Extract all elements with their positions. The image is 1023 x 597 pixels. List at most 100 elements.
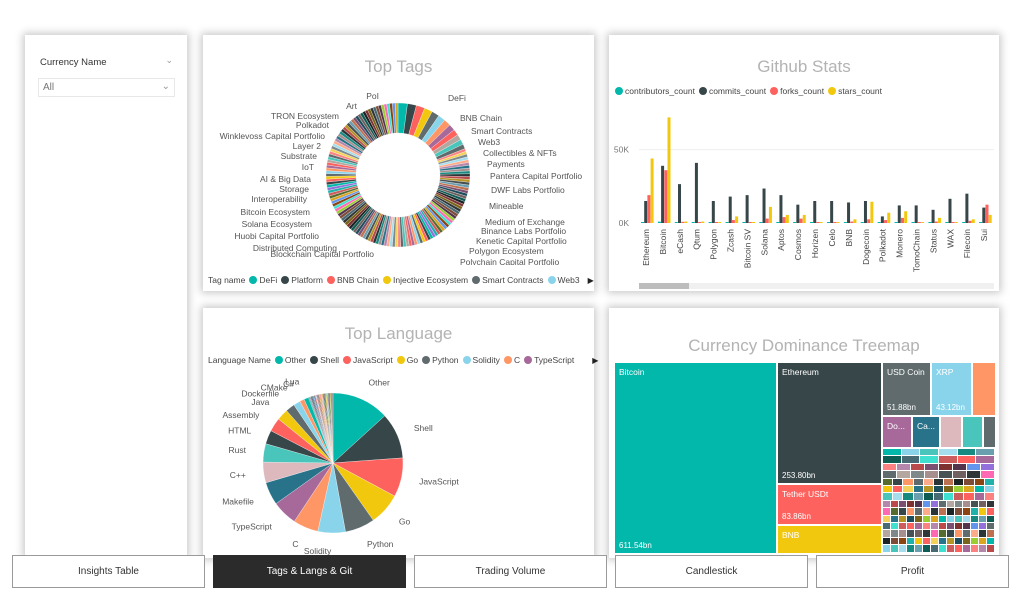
treemap-tile[interactable] bbox=[933, 493, 944, 500]
treemap-tile[interactable] bbox=[931, 515, 938, 522]
treemap-tile[interactable] bbox=[944, 493, 954, 500]
tab-trading-volume[interactable]: Trading Volume bbox=[414, 555, 607, 588]
treemap-tile[interactable] bbox=[899, 515, 906, 522]
tab-insights-table[interactable]: Insights Table bbox=[12, 555, 205, 588]
treemap-tile[interactable] bbox=[883, 478, 893, 485]
treemap-tile[interactable] bbox=[883, 508, 890, 515]
treemap-tile[interactable] bbox=[954, 486, 964, 493]
treemap-tile[interactable]: XRP 43.12bn bbox=[932, 363, 971, 415]
treemap-tile[interactable] bbox=[933, 486, 944, 493]
treemap-tile[interactable] bbox=[939, 515, 946, 522]
treemap-tile[interactable] bbox=[955, 537, 962, 545]
treemap-tile[interactable] bbox=[979, 515, 986, 522]
treemap-tile[interactable] bbox=[883, 545, 890, 552]
currency-dropdown[interactable]: All ⌄ bbox=[38, 78, 175, 97]
treemap-tile[interactable] bbox=[883, 523, 890, 530]
treemap-tile[interactable] bbox=[907, 545, 914, 552]
treemap-tile[interactable] bbox=[971, 515, 978, 522]
legend-item[interactable]: contributors_count bbox=[615, 86, 695, 96]
treemap-tile[interactable] bbox=[907, 530, 914, 537]
treemap-tile[interactable] bbox=[939, 545, 946, 552]
treemap-tile[interactable] bbox=[933, 478, 944, 485]
donut-chart[interactable]: DeFi BNB Chain Smart ContractsWeb3Collecti… bbox=[203, 35, 594, 265]
treemap-tile[interactable] bbox=[955, 530, 962, 537]
treemap-tile[interactable] bbox=[964, 478, 974, 485]
treemap-tile[interactable] bbox=[899, 508, 906, 515]
treemap-tile[interactable]: Bitcoin 611.54bn bbox=[615, 363, 776, 553]
treemap-tile[interactable] bbox=[911, 463, 924, 471]
treemap-tile[interactable] bbox=[947, 545, 954, 552]
tab-tags-langs-git[interactable]: Tags & Langs & Git bbox=[213, 555, 406, 588]
treemap-tile[interactable] bbox=[883, 471, 896, 478]
treemap-tile[interactable] bbox=[923, 515, 930, 522]
treemap-tile[interactable] bbox=[899, 530, 906, 537]
treemap-tile[interactable] bbox=[897, 463, 910, 471]
treemap-tile[interactable] bbox=[987, 537, 994, 545]
treemap-tile[interactable] bbox=[974, 478, 984, 485]
tab-profit[interactable]: Profit bbox=[816, 555, 1009, 588]
treemap-tile[interactable] bbox=[883, 515, 890, 522]
treemap-tile[interactable] bbox=[931, 523, 938, 530]
treemap-tile[interactable]: BNB bbox=[778, 526, 881, 553]
treemap-tile[interactable] bbox=[883, 500, 890, 508]
treemap-tile[interactable] bbox=[947, 500, 954, 508]
treemap-tile[interactable] bbox=[891, 530, 898, 537]
treemap-tile[interactable] bbox=[920, 449, 938, 456]
treemap-tile[interactable] bbox=[907, 515, 914, 522]
treemap-tile[interactable] bbox=[931, 545, 938, 552]
treemap-tile[interactable] bbox=[925, 471, 938, 478]
treemap-tile[interactable] bbox=[947, 508, 954, 515]
treemap-tile[interactable] bbox=[967, 463, 980, 471]
treemap-tile[interactable] bbox=[953, 471, 966, 478]
pie-chart[interactable]: Other Shell JavaScript Go Python Solidity C Typ… bbox=[203, 308, 594, 558]
legend-item[interactable]: Smart Contracts bbox=[472, 275, 544, 285]
treemap-tile[interactable] bbox=[939, 463, 952, 471]
legend-item[interactable]: TypeScript bbox=[524, 355, 574, 365]
legend-item[interactable]: Solidity bbox=[462, 355, 500, 365]
treemap-tile[interactable] bbox=[939, 530, 946, 537]
treemap-tile[interactable] bbox=[971, 523, 978, 530]
treemap-tile[interactable]: USD Coin 51.88bn bbox=[883, 363, 930, 415]
treemap-tile[interactable] bbox=[955, 515, 962, 522]
treemap-tile[interactable] bbox=[925, 463, 938, 471]
legend-next-arrow-icon[interactable]: ▶ bbox=[592, 355, 599, 365]
treemap-tile[interactable] bbox=[907, 500, 914, 508]
treemap-tile[interactable] bbox=[979, 537, 986, 545]
treemap-tile[interactable] bbox=[971, 537, 978, 545]
treemap-tile[interactable] bbox=[891, 500, 898, 508]
treemap-tile[interactable] bbox=[984, 486, 994, 493]
treemap-tile[interactable] bbox=[964, 493, 974, 500]
treemap-tile[interactable]: Ethereum 253.80bn bbox=[778, 363, 881, 483]
treemap-tile[interactable] bbox=[971, 508, 978, 515]
treemap-tile[interactable] bbox=[981, 471, 994, 478]
legend-item[interactable]: Web3 bbox=[547, 275, 580, 285]
treemap-tile[interactable] bbox=[939, 537, 946, 545]
treemap-tile[interactable] bbox=[963, 545, 970, 552]
treemap-tile[interactable] bbox=[947, 537, 954, 545]
treemap-tile[interactable] bbox=[923, 478, 933, 485]
treemap-tile[interactable] bbox=[923, 486, 933, 493]
treemap-tile[interactable] bbox=[915, 530, 922, 537]
treemap-tile[interactable] bbox=[903, 478, 913, 485]
treemap-tile[interactable] bbox=[963, 500, 970, 508]
legend-item[interactable]: C bbox=[503, 355, 520, 365]
treemap-tile[interactable] bbox=[931, 530, 938, 537]
treemap-tile[interactable] bbox=[913, 493, 923, 500]
treemap-tile[interactable] bbox=[903, 493, 913, 500]
treemap-tile[interactable] bbox=[974, 493, 984, 500]
legend-item[interactable]: DeFi bbox=[249, 275, 277, 285]
treemap-tile[interactable]: Tether USDt 83.86bn bbox=[778, 485, 881, 524]
treemap-tile[interactable] bbox=[923, 545, 930, 552]
treemap-tile[interactable] bbox=[883, 449, 901, 456]
treemap-tile[interactable] bbox=[987, 523, 994, 530]
treemap-tile[interactable] bbox=[939, 523, 946, 530]
treemap-tile[interactable] bbox=[957, 449, 976, 456]
treemap-tile[interactable] bbox=[915, 500, 922, 508]
treemap-tile[interactable] bbox=[931, 500, 938, 508]
treemap-tile[interactable] bbox=[893, 486, 903, 493]
treemap-tile[interactable] bbox=[984, 493, 994, 500]
treemap-tile[interactable]: Ca... bbox=[913, 417, 939, 447]
treemap-tile[interactable] bbox=[899, 500, 906, 508]
treemap-tile[interactable] bbox=[955, 508, 962, 515]
treemap-tile[interactable] bbox=[987, 508, 994, 515]
